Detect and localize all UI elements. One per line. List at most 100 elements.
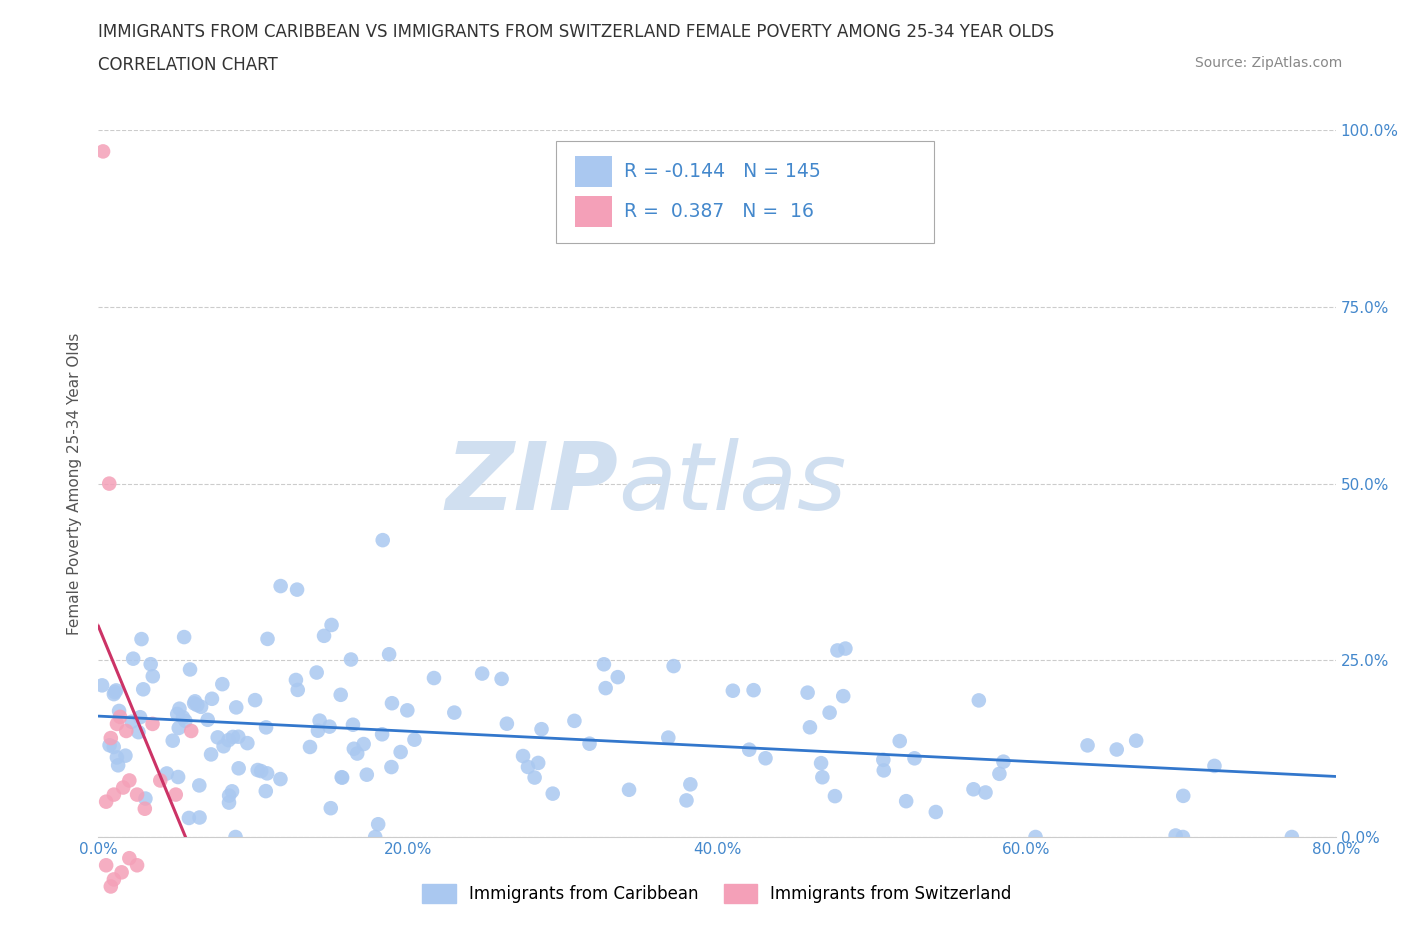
Point: [312, 629, 335, 644]
Point: [346, 746, 368, 761]
Point: [269, 772, 291, 787]
Point: [834, 641, 856, 656]
Point: [134, 802, 156, 817]
Point: [593, 657, 616, 671]
Point: [174, 713, 197, 728]
Text: Source: ZipAtlas.com: Source: ZipAtlas.com: [1195, 56, 1343, 70]
Point: [380, 760, 402, 775]
Point: [443, 705, 465, 720]
Point: [364, 830, 387, 844]
Point: [662, 658, 685, 673]
Point: [340, 652, 363, 667]
Point: [172, 710, 194, 724]
Point: [378, 647, 401, 662]
Legend: Immigrants from Caribbean, Immigrants from Switzerland: Immigrants from Caribbean, Immigrants fr…: [416, 877, 1018, 910]
Point: [127, 857, 149, 872]
Point: [564, 713, 586, 728]
Point: [96, 794, 118, 809]
Point: [873, 763, 896, 777]
Point: [527, 755, 550, 770]
Point: [967, 693, 990, 708]
Point: [578, 737, 600, 751]
Point: [165, 787, 187, 802]
Point: [177, 811, 200, 826]
Point: [517, 760, 540, 775]
Point: [115, 724, 138, 738]
Point: [872, 752, 894, 767]
Point: [180, 724, 202, 738]
Point: [342, 717, 364, 732]
Point: [108, 703, 131, 718]
Point: [824, 789, 846, 804]
Point: [225, 830, 247, 844]
Point: [595, 681, 617, 696]
Point: [404, 732, 426, 747]
Point: [389, 745, 412, 760]
Point: [1077, 737, 1099, 752]
Point: [811, 770, 834, 785]
Point: [512, 749, 534, 764]
Point: [142, 716, 165, 731]
Text: atlas: atlas: [619, 438, 846, 529]
Point: [530, 722, 553, 737]
Point: [105, 683, 128, 698]
Point: [188, 778, 211, 793]
Point: [103, 872, 125, 887]
Point: [287, 683, 309, 698]
Point: [122, 651, 145, 666]
Point: [754, 751, 776, 765]
Point: [250, 764, 273, 778]
Text: R = -0.144   N = 145: R = -0.144 N = 145: [624, 162, 821, 180]
Point: [96, 857, 118, 872]
Point: [657, 730, 679, 745]
Point: [100, 879, 122, 894]
Text: ZIP: ZIP: [446, 438, 619, 529]
Point: [318, 719, 340, 734]
Point: [471, 666, 494, 681]
Point: [1105, 742, 1128, 757]
Point: [319, 801, 342, 816]
Point: [211, 677, 233, 692]
Point: [91, 144, 114, 159]
Point: [98, 476, 121, 491]
Point: [129, 710, 152, 724]
Point: [184, 694, 207, 709]
Point: [254, 720, 277, 735]
Point: [105, 750, 128, 764]
Point: [988, 766, 1011, 781]
Text: IMMIGRANTS FROM CARIBBEAN VS IMMIGRANTS FROM SWITZERLAND FEMALE POVERTY AMONG 25: IMMIGRANTS FROM CARIBBEAN VS IMMIGRANTS …: [98, 23, 1054, 41]
Text: R =  0.387   N =  16: R = 0.387 N = 16: [624, 202, 814, 221]
Point: [228, 761, 250, 776]
Y-axis label: Female Poverty Among 25-34 Year Olds: Female Poverty Among 25-34 Year Olds: [67, 332, 83, 635]
Point: [889, 734, 911, 749]
Point: [284, 672, 307, 687]
Point: [894, 793, 917, 808]
Point: [103, 739, 125, 754]
Point: [142, 669, 165, 684]
Point: [423, 671, 446, 685]
Point: [679, 777, 702, 791]
Point: [114, 749, 136, 764]
Point: [256, 766, 278, 781]
Point: [188, 810, 211, 825]
Point: [118, 851, 141, 866]
Point: [330, 770, 353, 785]
Point: [371, 533, 394, 548]
Point: [1025, 830, 1047, 844]
Point: [201, 691, 224, 706]
Point: [105, 716, 128, 731]
Point: [221, 784, 243, 799]
Bar: [575, 196, 612, 227]
Point: [1171, 830, 1194, 844]
Point: [962, 782, 984, 797]
Point: [254, 784, 277, 799]
Point: [243, 693, 266, 708]
Point: [212, 738, 235, 753]
Point: [236, 736, 259, 751]
Point: [218, 789, 240, 804]
Point: [134, 791, 156, 806]
Point: [321, 618, 343, 632]
Point: [183, 696, 205, 711]
Point: [103, 686, 125, 701]
Point: [118, 773, 141, 788]
